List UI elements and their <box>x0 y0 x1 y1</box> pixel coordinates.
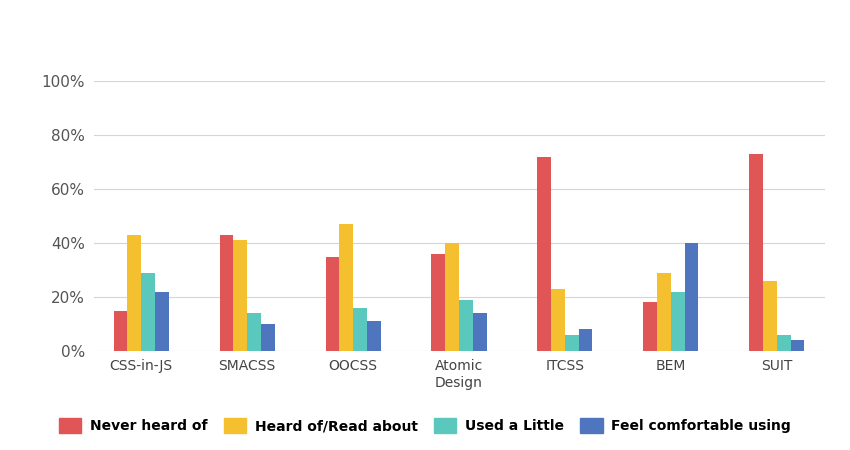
Bar <box>473 313 486 351</box>
Bar <box>234 240 247 351</box>
Bar <box>353 308 367 351</box>
Bar <box>790 340 804 351</box>
Bar <box>432 254 445 351</box>
Bar <box>219 235 234 351</box>
Bar <box>247 313 261 351</box>
Bar <box>565 335 579 351</box>
Bar <box>445 243 459 351</box>
Bar <box>339 224 353 351</box>
Bar <box>261 324 275 351</box>
Bar <box>326 256 339 351</box>
Bar <box>684 243 699 351</box>
Bar <box>579 329 592 351</box>
Bar <box>367 321 381 351</box>
Legend: Never heard of, Heard of/Read about, Used a Little, Feel comfortable using: Never heard of, Heard of/Read about, Use… <box>54 412 796 439</box>
Bar <box>537 157 551 351</box>
Bar <box>657 273 671 351</box>
Bar <box>750 154 763 351</box>
Bar <box>114 310 128 351</box>
Bar <box>643 302 657 351</box>
Bar <box>459 300 473 351</box>
Bar <box>141 273 155 351</box>
Bar <box>671 292 684 351</box>
Bar <box>763 281 777 351</box>
Bar <box>777 335 790 351</box>
Bar <box>551 289 565 351</box>
Bar <box>128 235 141 351</box>
Bar <box>155 292 168 351</box>
